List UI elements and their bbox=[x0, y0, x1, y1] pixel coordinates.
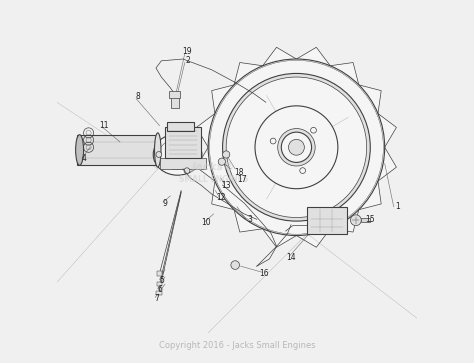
Text: 12: 12 bbox=[216, 193, 226, 202]
Text: 8: 8 bbox=[136, 92, 140, 101]
Ellipse shape bbox=[155, 133, 161, 167]
Circle shape bbox=[223, 151, 230, 158]
Bar bbox=[160, 158, 206, 169]
Polygon shape bbox=[196, 114, 215, 147]
Polygon shape bbox=[330, 210, 359, 232]
Ellipse shape bbox=[76, 135, 83, 165]
Bar bbox=[172, 96, 179, 108]
Text: 9: 9 bbox=[163, 199, 167, 208]
Text: 11: 11 bbox=[99, 121, 109, 130]
Polygon shape bbox=[196, 147, 215, 181]
Circle shape bbox=[208, 59, 385, 236]
Polygon shape bbox=[234, 62, 263, 85]
Text: 17: 17 bbox=[237, 175, 247, 184]
Polygon shape bbox=[263, 229, 296, 247]
Polygon shape bbox=[212, 181, 234, 210]
Text: Jacks®: Jacks® bbox=[192, 162, 235, 172]
Bar bbox=[361, 218, 370, 223]
Text: 1: 1 bbox=[395, 202, 400, 211]
Polygon shape bbox=[212, 85, 234, 114]
Polygon shape bbox=[296, 229, 330, 247]
Circle shape bbox=[156, 152, 162, 158]
FancyBboxPatch shape bbox=[165, 127, 201, 158]
Bar bbox=[157, 271, 163, 276]
Circle shape bbox=[255, 106, 338, 189]
Text: 14: 14 bbox=[286, 253, 296, 262]
Circle shape bbox=[350, 215, 361, 226]
Circle shape bbox=[218, 158, 226, 165]
Polygon shape bbox=[293, 174, 299, 182]
Bar bbox=[157, 282, 163, 286]
Bar bbox=[156, 291, 162, 295]
Polygon shape bbox=[263, 47, 296, 66]
Text: 16: 16 bbox=[259, 269, 269, 278]
Circle shape bbox=[223, 73, 370, 221]
Circle shape bbox=[231, 261, 239, 269]
Circle shape bbox=[289, 139, 304, 155]
Text: 18: 18 bbox=[234, 168, 244, 177]
Polygon shape bbox=[359, 85, 381, 114]
Circle shape bbox=[226, 77, 367, 217]
Polygon shape bbox=[359, 181, 381, 210]
Text: 4: 4 bbox=[82, 154, 86, 163]
Bar bbox=[307, 207, 347, 234]
Bar bbox=[77, 135, 158, 165]
Ellipse shape bbox=[153, 134, 202, 175]
Bar bbox=[169, 91, 180, 98]
Bar bbox=[167, 122, 194, 131]
Text: 5: 5 bbox=[159, 276, 164, 285]
Circle shape bbox=[184, 135, 190, 141]
Text: Copyright 2016 - Jacks Small Engines: Copyright 2016 - Jacks Small Engines bbox=[159, 341, 315, 350]
Text: 2: 2 bbox=[186, 56, 191, 65]
Text: 3: 3 bbox=[247, 215, 252, 224]
Text: 7: 7 bbox=[155, 294, 159, 303]
Text: 10: 10 bbox=[201, 219, 211, 228]
Text: 6: 6 bbox=[157, 285, 162, 294]
Text: SMALL ENGINES: SMALL ENGINES bbox=[179, 175, 248, 184]
Text: 15: 15 bbox=[365, 215, 375, 224]
Circle shape bbox=[278, 129, 315, 166]
Circle shape bbox=[184, 168, 190, 174]
Polygon shape bbox=[378, 114, 396, 147]
Polygon shape bbox=[296, 47, 330, 66]
Polygon shape bbox=[330, 62, 359, 85]
Text: 19: 19 bbox=[182, 47, 191, 56]
Text: 13: 13 bbox=[221, 181, 231, 189]
Polygon shape bbox=[378, 147, 396, 181]
Circle shape bbox=[281, 132, 311, 162]
Polygon shape bbox=[234, 210, 263, 232]
